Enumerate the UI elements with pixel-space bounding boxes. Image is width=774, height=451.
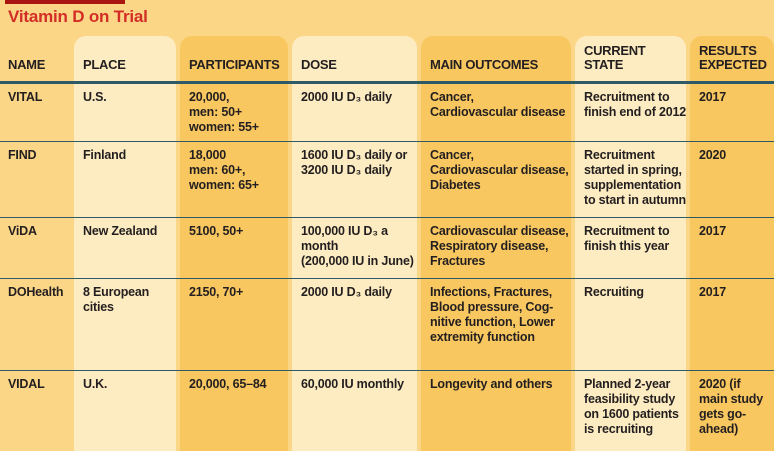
cell-dose: 100,000 IU D₃ a month (200,000 IU in Jun…: [301, 224, 414, 268]
column-strip-place: [74, 36, 176, 451]
cell-participants: 20,000, men: 50+ women: 55+: [189, 90, 259, 134]
cell-outcomes: Cancer, Cardiovascular disease: [430, 90, 566, 119]
cell-state: Recruiting: [584, 285, 644, 299]
cell-results: 2020: [699, 148, 727, 162]
cell-place: 8 European cities: [83, 285, 150, 314]
table-row-find: FIND Finland 18,000 men: 60+, women: 65+…: [0, 141, 774, 217]
cell-participants: 5100, 50+: [189, 224, 244, 238]
col-header-results-expected: RESULTS EXPECTED: [699, 43, 767, 72]
table-row-vidal: VIDAL U.K. 20,000, 65–84 60,000 IU month…: [0, 370, 774, 451]
cell-participants: 2150, 70+: [189, 285, 244, 299]
col-header-participants: PARTICIPANTS: [189, 57, 280, 72]
cell-state: Recruitment to finish this year: [584, 224, 670, 253]
cell-name: DOHealth: [8, 285, 64, 299]
cell-outcomes: Longevity and others: [430, 377, 553, 391]
column-strip-results-expected: [690, 36, 774, 451]
column-strip-participants: [180, 36, 288, 451]
col-header-place: PLACE: [83, 57, 126, 72]
cell-participants: 20,000, 65–84: [189, 377, 267, 391]
col-header-main-outcomes: MAIN OUTCOMES: [430, 57, 539, 72]
cell-results: 2017: [699, 224, 727, 238]
cell-results: 2017: [699, 90, 727, 104]
cell-place: U.K.: [83, 377, 108, 391]
cell-name: ViDA: [8, 224, 37, 238]
table-row-dohealth: DOHealth 8 European cities 2150, 70+ 200…: [0, 278, 774, 370]
col-header-dose: DOSE: [301, 57, 337, 72]
cell-results: 2020 (if main study gets go- ahead): [699, 377, 763, 436]
cell-dose: 1600 IU D₃ daily or 3200 IU D₃ daily: [301, 148, 408, 177]
cell-place: New Zealand: [83, 224, 158, 238]
cell-outcomes: Cardiovascular disease, Respiratory dise…: [430, 224, 569, 268]
cell-outcomes: Infections, Fractures, Blood pressure, C…: [430, 285, 555, 344]
cell-participants: 18,000 men: 60+, women: 65+: [189, 148, 259, 192]
cell-place: U.S.: [83, 90, 107, 104]
cell-dose: 2000 IU D₃ daily: [301, 90, 392, 104]
column-strip-main-outcomes: [421, 36, 571, 451]
cell-state: Recruitment to finish end of 2012: [584, 90, 686, 119]
cell-results: 2017: [699, 285, 727, 299]
cell-state: Planned 2-year feasibility study on 1600…: [584, 377, 679, 436]
table-row-vital: VITAL U.S. 20,000, men: 50+ women: 55+ 2…: [0, 84, 774, 141]
cell-dose: 2000 IU D₃ daily: [301, 285, 392, 299]
column-strip-current-state: [575, 36, 686, 451]
table-row-vida: ViDA New Zealand 5100, 50+ 100,000 IU D₃…: [0, 217, 774, 278]
top-red-bar: [5, 0, 125, 4]
cell-name: FIND: [8, 148, 37, 162]
cell-place: Finland: [83, 148, 127, 162]
cell-dose: 60,000 IU monthly: [301, 377, 404, 391]
column-strip-dose: [292, 36, 417, 451]
col-header-current-state: CURRENT STATE: [584, 43, 646, 72]
cell-outcomes: Cancer, Cardiovascular disease, Diabetes: [430, 148, 569, 192]
cell-name: VITAL: [8, 90, 43, 104]
cell-state: Recruitment started in spring, supplemen…: [584, 148, 686, 207]
table-header-row: NAME PLACE PARTICIPANTS DOSE MAIN OUTCOM…: [0, 0, 774, 84]
cell-name: VIDAL: [8, 377, 45, 391]
page-title: Vitamin D on Trial: [8, 7, 148, 26]
col-header-name: NAME: [8, 57, 46, 72]
